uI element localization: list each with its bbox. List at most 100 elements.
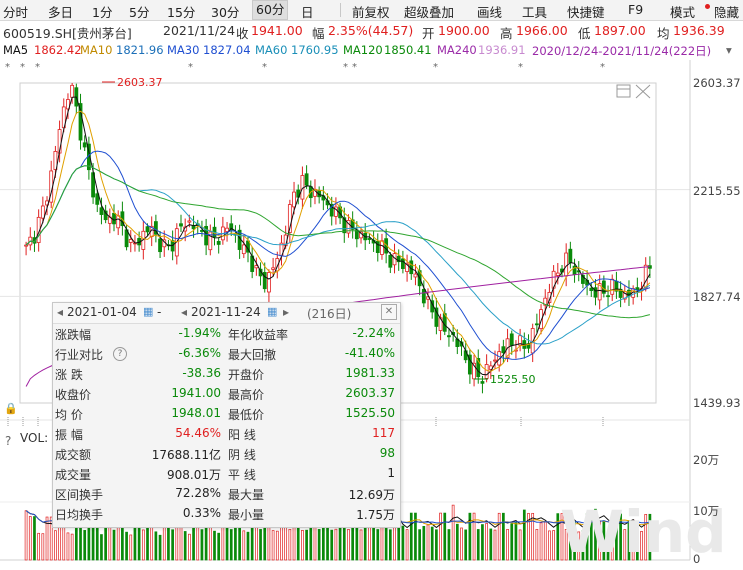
volume-bar [112,529,116,561]
tab-multi-day[interactable]: 多日 [48,5,74,20]
volume-bar [372,524,375,561]
tab-daily[interactable]: 日 [301,5,314,20]
candle-body [103,210,108,221]
volume-bar [347,529,350,561]
shortcut-button[interactable]: 快捷键 [567,5,605,20]
f9-button[interactable]: F9 [628,2,644,17]
candle-body [262,272,267,290]
time-marker: * [35,62,40,73]
candle-body [70,84,75,98]
candle-body [405,263,409,272]
ma-legend: MA5 1862.42 MA10 1821.96 MA30 1827.04 MA… [0,42,743,58]
volume-bar [66,532,70,561]
stat-value: -1.94% [178,326,221,340]
dropdown-icon[interactable]: ▾ [726,43,732,57]
change-value: 2.35%(44.57) [328,23,414,38]
lock-icon[interactable]: 🔒 [4,402,18,415]
volume-bars [24,492,652,561]
interval-stats-popup: ◂ 2021-01-04 ▦ - ◂ 2021-11-24 ▦ ▸ (216日)… [52,302,401,528]
candle-body [153,221,158,235]
volume-bar [439,512,442,561]
stat-label: 涨 跌 [55,368,83,382]
volume-bar [388,529,392,561]
candle-body [375,240,380,253]
candle-body [95,193,100,205]
mode-button[interactable]: 模式 [670,5,696,20]
tab-60min[interactable]: 60分 [252,0,289,20]
volume-bar [305,529,308,561]
volume-bar [313,523,317,561]
tab-30min[interactable]: 30分 [211,5,240,20]
next-arrow-icon[interactable]: ▸ [283,305,290,319]
volume-bar [397,524,401,561]
volume-bar [552,530,555,561]
prev-arrow-icon[interactable]: ◂ [57,305,64,319]
start-date[interactable]: 2021-01-04 [67,305,137,319]
candle-body [484,364,489,379]
volume-bar [200,529,204,561]
calendar-icon[interactable]: ▦ [143,305,154,318]
close-chart-icon[interactable] [635,84,651,99]
volume-bar [447,529,451,561]
candle-body [204,225,209,246]
stat-row: 日均换手 0.33% 最小量 1.75万 [53,505,400,524]
volume-bar [635,533,639,561]
volume-bar [129,534,133,561]
stat-label: 最大量 [228,488,265,502]
volume-bar [338,522,342,561]
tools-button[interactable]: 工具 [522,5,548,20]
stat-value: 1981.33 [345,366,395,380]
candle-body [539,309,543,329]
low-value: 1897.00 [594,23,646,38]
stat-row: 收盘价 1941.00 最高价 2603.37 [53,385,400,404]
stat-label: 区间换手 [55,488,104,502]
help-icon[interactable]: ? [5,434,12,448]
prev-arrow-icon[interactable]: ◂ [181,305,188,319]
candle-body [216,241,221,245]
kline-chart[interactable]: * * * * * * * * * * Wind 2603.37 1525.50 [0,60,743,570]
maximize-icon[interactable] [616,84,631,98]
tab-intraday[interactable]: 分时 [3,5,29,20]
draw-line-button[interactable]: 画线 [477,5,503,20]
tab-1min[interactable]: 1分 [92,5,113,20]
close-value: 1941.00 [251,23,303,38]
volume-bar [393,526,396,561]
volume-bar [581,530,585,561]
close-popup-icon[interactable]: ✕ [381,304,397,320]
volume-bar [288,529,292,561]
stat-label: 均 价 [55,408,83,422]
volume-bar [54,530,57,561]
volume-bar [154,531,158,561]
volume-bar [368,523,371,561]
tab-5min[interactable]: 5分 [129,5,150,20]
forward-adjust-button[interactable]: 前复权 [352,5,390,20]
change-label: 幅 [312,26,325,41]
open-label: 开 [422,26,435,41]
volume-bar [409,512,413,561]
volume-bar [472,512,476,561]
candle-body [388,254,393,268]
candle-body [568,248,573,263]
tab-15min[interactable]: 15分 [167,5,196,20]
candle-body [82,142,87,148]
stat-value: 1 [387,466,395,480]
candle-body [396,255,401,263]
info-icon[interactable]: ? [113,347,127,361]
volume-bar [476,529,480,561]
low-label: 低 [578,26,591,41]
volume-bar [125,531,128,561]
candle-body [187,220,192,223]
stat-label: 日均换手 [55,508,104,522]
hide-button[interactable]: 隐藏 [714,5,740,20]
volume-bar [531,512,535,561]
stat-label: 成交量 [55,468,92,482]
calendar-icon[interactable]: ▦ [267,305,278,318]
candle-body [334,206,338,217]
stat-value: 1948.01 [171,406,221,420]
volume-bar [28,516,32,561]
candle-body [597,283,602,301]
end-date[interactable]: 2021-11-24 [191,305,261,319]
ma30-value: 1827.04 [203,43,251,57]
stat-value: -6.36% [178,346,221,360]
super-overlay-button[interactable]: 超级叠加 [404,5,455,20]
